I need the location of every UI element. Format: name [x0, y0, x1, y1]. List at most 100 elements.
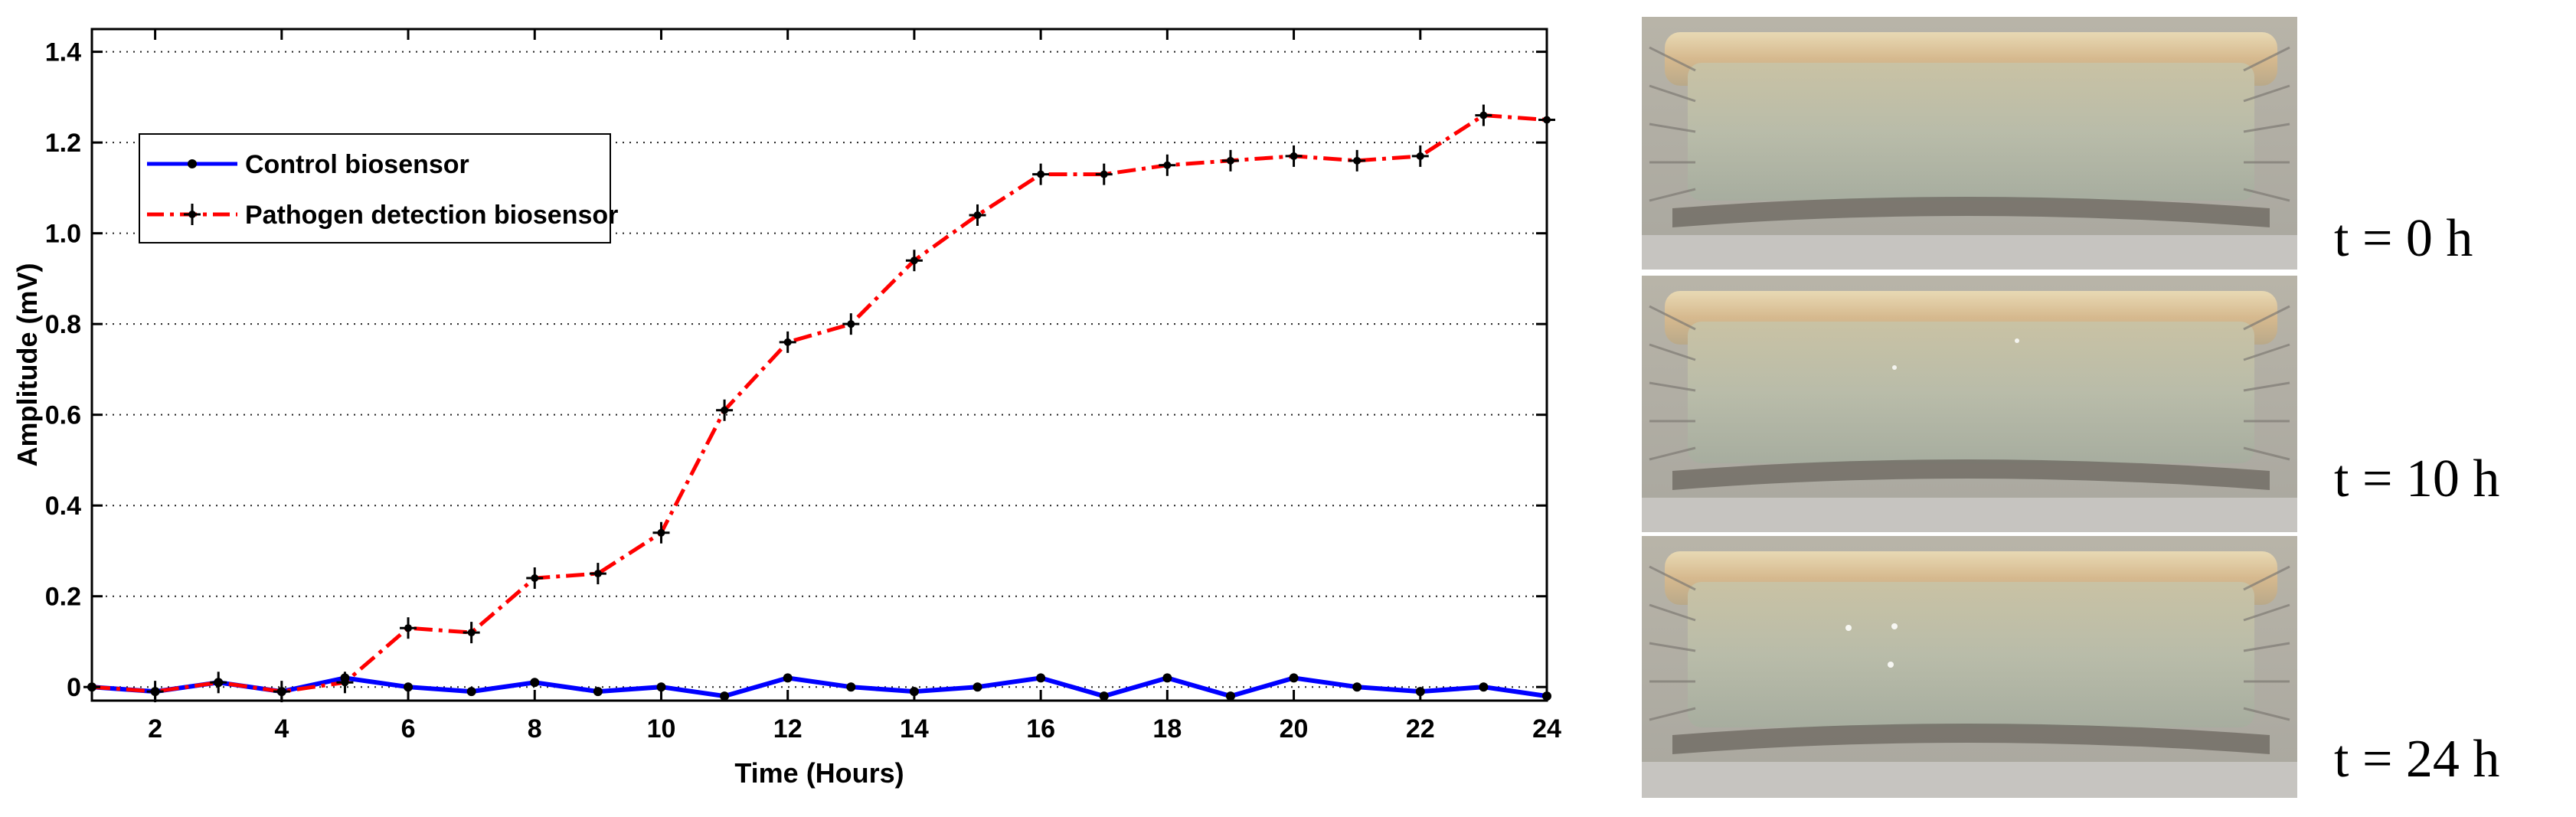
- data-point-control: [1099, 691, 1109, 701]
- data-point-pathogen: [210, 672, 227, 694]
- data-point-pathogen: [526, 567, 544, 590]
- data-point-pathogen: [842, 313, 860, 335]
- x-tick-label: 8: [528, 714, 542, 743]
- legend-marker-pathogen: [184, 204, 201, 225]
- y-tick-label: 0.8: [45, 310, 81, 339]
- marker-dot: [1416, 152, 1424, 160]
- data-point-control: [1289, 673, 1299, 683]
- data-point-control: [593, 687, 603, 697]
- sample-photo-0h: [1642, 17, 2297, 270]
- x-tick-label: 10: [647, 714, 676, 743]
- data-point-pathogen: [83, 676, 100, 698]
- y-axis-ticks: 0 0.2 0.4 0.6 0.8 1.0 1.2 1.4: [45, 38, 1547, 702]
- data-point-control: [466, 687, 476, 697]
- data-point-control: [1352, 682, 1362, 692]
- data-point-pathogen: [1095, 163, 1113, 185]
- sample-photo-24h: [1642, 536, 2297, 798]
- marker-dot: [341, 678, 349, 687]
- marker-dot: [188, 211, 196, 218]
- marker-dot: [88, 683, 96, 691]
- series-line-control: [91, 675, 1548, 699]
- marker-dot: [214, 678, 223, 687]
- data-point-control: [973, 682, 982, 692]
- x-tick-label: 4: [274, 714, 289, 743]
- data-point-control: [720, 691, 730, 701]
- data-point-control: [1036, 673, 1046, 683]
- x-axis-ticks: 2 4 6 8 10 12 14 16 18 20 22 24: [148, 29, 1561, 743]
- channel-image: [1642, 536, 2297, 798]
- marker-dot: [531, 574, 539, 583]
- legend-label-pathogen: Pathogen detection biosensor: [245, 201, 618, 230]
- x-tick-label: 2: [148, 714, 162, 743]
- marker-dot: [1226, 156, 1234, 165]
- data-point-pathogen: [652, 521, 670, 544]
- data-point-pathogen: [1032, 163, 1050, 185]
- data-point-pathogen: [1411, 145, 1429, 167]
- marker-dot: [847, 320, 855, 328]
- marker-dot: [1290, 152, 1298, 160]
- series-markers: [83, 104, 1555, 703]
- sample-photo-10h: [1642, 276, 2297, 532]
- x-axis-label: Time (Hours): [734, 757, 904, 789]
- marker-dot: [973, 211, 982, 219]
- data-point-control: [909, 687, 919, 697]
- data-point-pathogen: [1538, 109, 1555, 131]
- marker-dot: [593, 570, 602, 578]
- marker-dot: [783, 338, 792, 346]
- marker-dot: [1163, 161, 1172, 169]
- data-point-pathogen: [1475, 104, 1492, 126]
- marker-dot: [1353, 156, 1362, 165]
- time-label-24h: t = 24 h: [2334, 730, 2500, 789]
- marker-dot: [1543, 116, 1551, 124]
- y-tick-label: 1.0: [45, 220, 81, 249]
- marker-dot: [151, 688, 159, 696]
- x-tick-label: 24: [1532, 714, 1561, 743]
- legend-marker-shape: [184, 204, 201, 225]
- legend-marker-control: [188, 159, 197, 168]
- x-tick-label: 16: [1026, 714, 1055, 743]
- plot-frame: [90, 28, 1548, 702]
- data-point-control: [530, 678, 540, 688]
- marker-dot: [404, 624, 413, 632]
- series-line-pathogen: [91, 113, 1548, 694]
- time-label-0h: t = 0 h: [2334, 209, 2473, 268]
- data-point-control: [404, 682, 414, 692]
- data-point-control: [1225, 691, 1235, 701]
- x-tick-label: 18: [1152, 714, 1182, 743]
- data-point-pathogen: [400, 617, 417, 639]
- x-tick-label: 14: [900, 714, 929, 743]
- data-point-pathogen: [463, 622, 480, 644]
- marker-dot: [1100, 170, 1108, 178]
- data-point-pathogen: [146, 681, 164, 703]
- data-point-pathogen: [273, 681, 290, 703]
- y-axis-label: Amplitude (mV): [11, 263, 43, 467]
- y-tick-label: 1.4: [45, 38, 81, 67]
- data-point-pathogen: [969, 204, 986, 226]
- x-tick-label: 20: [1280, 714, 1309, 743]
- marker-dot: [1037, 170, 1045, 178]
- data-point-pathogen: [1348, 149, 1366, 172]
- time-label-10h: t = 10 h: [2334, 449, 2500, 508]
- x-tick-label: 6: [401, 714, 416, 743]
- y-tick-label: 0.6: [45, 401, 81, 430]
- marker-dot: [657, 528, 665, 537]
- legend-label-control: Control biosensor: [245, 150, 469, 179]
- data-point-control: [1479, 682, 1489, 692]
- data-point-pathogen: [779, 331, 796, 353]
- y-tick-label: 0.4: [45, 492, 81, 521]
- data-point-pathogen: [1159, 154, 1176, 176]
- data-point-pathogen: [1221, 149, 1239, 172]
- data-point-control: [846, 682, 856, 692]
- data-point-control: [1162, 673, 1172, 683]
- channel-image: [1642, 276, 2297, 532]
- data-point-control: [656, 682, 666, 692]
- marker-dot: [277, 688, 286, 696]
- data-point-pathogen: [716, 399, 734, 421]
- data-point-pathogen: [905, 250, 923, 272]
- series-lines: [91, 113, 1548, 699]
- data-point-control: [783, 673, 793, 683]
- x-tick-label: 22: [1406, 714, 1435, 743]
- marker-dot: [1479, 111, 1488, 119]
- data-point-pathogen: [1285, 145, 1303, 167]
- y-tick-label: 0.2: [45, 583, 81, 612]
